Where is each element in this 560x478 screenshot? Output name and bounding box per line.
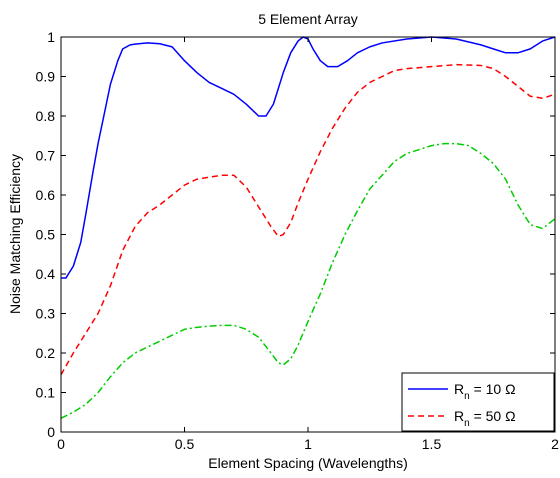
y-tick-label: 0 <box>47 424 55 440</box>
legend-label-subscript: n <box>464 391 470 402</box>
x-tick-label: 1 <box>304 436 312 452</box>
series-line-3 <box>60 142 556 419</box>
y-tick-label: 0.7 <box>36 148 56 164</box>
y-axis-title: Noise Matching Efficiency <box>7 154 23 314</box>
legend-label-rest: = 10 Ω <box>470 381 516 397</box>
legend-label-rest: = 50 Ω <box>470 408 516 424</box>
y-tick-label: 0.8 <box>36 108 56 124</box>
x-axis-title: Element Spacing (Wavelengths) <box>208 455 407 471</box>
y-tick-label: 0.2 <box>36 345 56 361</box>
y-tick-label: 0.9 <box>36 69 56 85</box>
legend: Rn = 10 ΩRn = 50 Ω <box>401 372 555 432</box>
legend-box <box>401 372 555 432</box>
x-tick-label: 0.5 <box>175 436 195 452</box>
chart-title: 5 Element Array <box>258 11 358 27</box>
x-tick-label: 0 <box>57 436 65 452</box>
y-tick-label: 0.4 <box>36 266 56 282</box>
series-line-2 <box>60 63 556 376</box>
axes-layer: 0 0.5 1 1.5 2 0 0.1 0.2 0.3 0.4 0.5 0.6 0.7 0.8 0.9 1 <box>36 29 560 452</box>
y-tick-label: 0.3 <box>36 306 56 322</box>
x-tick-label: 1.5 <box>422 436 442 452</box>
x-tick-label: 2 <box>551 436 559 452</box>
legend-label-main: R <box>454 408 464 424</box>
plot-area <box>61 37 555 432</box>
legend-label-1: Rn = 10 Ω <box>454 381 516 402</box>
y-tick-label: 0.6 <box>36 187 56 203</box>
y-tick-label: 1 <box>47 29 55 45</box>
y-tick-label: 0.5 <box>36 227 56 243</box>
legend-label-main: R <box>454 381 464 397</box>
legend-label-2: Rn = 50 Ω <box>454 408 516 429</box>
y-tick-label: 0.1 <box>36 385 56 401</box>
legend-label-subscript: n <box>464 418 470 429</box>
